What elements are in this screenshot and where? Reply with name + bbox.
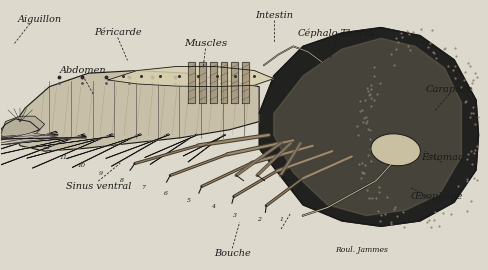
Polygon shape — [105, 135, 169, 158]
Polygon shape — [273, 38, 461, 215]
Polygon shape — [144, 135, 197, 157]
Text: Œsophage: Œsophage — [410, 192, 462, 201]
Polygon shape — [108, 66, 273, 87]
Text: 8: 8 — [120, 178, 123, 183]
Polygon shape — [0, 133, 58, 150]
Text: 2: 2 — [257, 217, 261, 222]
Polygon shape — [66, 135, 142, 159]
Text: Intestin: Intestin — [254, 11, 292, 20]
Polygon shape — [0, 134, 58, 140]
Polygon shape — [199, 62, 205, 103]
Polygon shape — [0, 137, 86, 139]
Text: Estomac: Estomac — [420, 153, 462, 162]
Text: Sinus ventral: Sinus ventral — [65, 181, 131, 191]
Polygon shape — [0, 134, 58, 141]
Polygon shape — [10, 70, 259, 151]
Text: 5: 5 — [186, 197, 190, 202]
Text: 7: 7 — [141, 185, 145, 190]
Polygon shape — [0, 135, 85, 157]
Text: Abdomen: Abdomen — [59, 66, 106, 75]
Polygon shape — [220, 62, 227, 103]
Polygon shape — [27, 135, 113, 158]
Polygon shape — [111, 134, 168, 166]
Text: Roul. Jammes: Roul. Jammes — [334, 246, 387, 254]
Text: 3: 3 — [232, 213, 236, 218]
Polygon shape — [0, 134, 84, 168]
Polygon shape — [187, 134, 224, 162]
Polygon shape — [231, 62, 238, 103]
Polygon shape — [183, 135, 225, 156]
Text: 10: 10 — [77, 163, 85, 168]
Polygon shape — [72, 134, 140, 167]
Polygon shape — [188, 62, 195, 103]
Text: Aiguillon: Aiguillon — [18, 15, 61, 24]
Text: Céphalo-Thorax: Céphalo-Thorax — [298, 28, 375, 38]
Text: 4: 4 — [210, 204, 214, 210]
Text: 11: 11 — [59, 154, 67, 160]
Polygon shape — [0, 119, 40, 140]
Ellipse shape — [370, 134, 420, 166]
Text: 1: 1 — [279, 217, 283, 222]
Polygon shape — [150, 134, 196, 164]
Polygon shape — [0, 136, 86, 146]
Polygon shape — [209, 62, 216, 103]
Polygon shape — [32, 134, 112, 168]
Text: Bouche: Bouche — [213, 249, 250, 258]
Polygon shape — [259, 28, 478, 226]
Text: 9: 9 — [99, 171, 102, 177]
Text: Muscles: Muscles — [183, 39, 226, 48]
Text: Carapace: Carapace — [425, 85, 472, 94]
Polygon shape — [242, 62, 248, 103]
Text: 6: 6 — [163, 191, 167, 196]
Polygon shape — [0, 131, 56, 164]
Text: Péricarde: Péricarde — [94, 28, 141, 38]
Text: 12: 12 — [43, 145, 51, 150]
Polygon shape — [0, 116, 44, 143]
Polygon shape — [25, 136, 114, 148]
Polygon shape — [0, 133, 58, 153]
